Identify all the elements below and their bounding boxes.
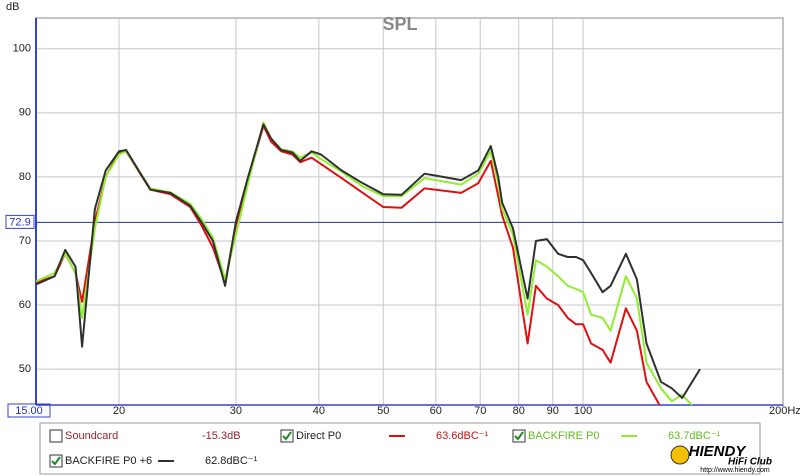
x-tick-label: 90 xyxy=(547,405,559,417)
x-tick-label: 50 xyxy=(377,405,389,417)
x-tick-label: 200Hz xyxy=(769,405,800,417)
y-axis-label: dB xyxy=(6,1,19,13)
legend-level: -15.3dB xyxy=(202,430,241,442)
legend-level: 62.8dBC⁻¹ xyxy=(205,455,258,467)
x-tick-label: 40 xyxy=(313,405,325,417)
chart-title: SPL xyxy=(382,14,417,34)
x-tick-label: 30 xyxy=(230,405,242,417)
x-tick-label: 60 xyxy=(430,405,442,417)
watermark-icon xyxy=(670,445,690,465)
plot-area xyxy=(35,17,784,406)
watermark-url: http://www.hiendy.com xyxy=(700,467,770,474)
legend-check xyxy=(514,431,524,441)
legend-label: Soundcard xyxy=(65,430,118,442)
watermark-sub: HiFi Club xyxy=(728,457,772,468)
x-tick-label: 20 xyxy=(113,405,125,417)
watermark-name: HIENDY xyxy=(689,443,748,460)
x-tick-label: 100 xyxy=(574,405,592,417)
y-tick-label: 100 xyxy=(13,43,31,55)
plot-lines xyxy=(36,121,701,405)
x-cursor-label-box xyxy=(7,403,51,418)
y-tick-label: 50 xyxy=(19,363,31,375)
legend-level: 63.6dBC⁻¹ xyxy=(436,430,489,442)
cursor-label: 72.9 xyxy=(9,216,30,228)
cursor-label-box xyxy=(5,214,35,229)
y-tick-label: 80 xyxy=(19,171,31,183)
y-tick-label: 90 xyxy=(19,107,31,119)
legend-check xyxy=(282,431,292,441)
y-tick-label: 70 xyxy=(19,235,31,247)
legend-box xyxy=(39,422,761,475)
x-tick-label: 80 xyxy=(513,405,525,417)
legend-level: 63.7dBC⁻¹ xyxy=(668,430,721,442)
legend-label: BACKFIRE P0 xyxy=(528,430,600,442)
legend-check xyxy=(51,456,61,466)
legend-label: Direct P0 xyxy=(296,430,341,442)
x-tick-label: 70 xyxy=(474,405,486,417)
series-line xyxy=(36,123,701,399)
x-tick-label: 15.00 xyxy=(15,405,43,417)
legend-label: BACKFIRE P0 +6 xyxy=(65,455,152,467)
legend-checkbox xyxy=(49,429,63,443)
y-tick-label: 60 xyxy=(19,299,31,311)
